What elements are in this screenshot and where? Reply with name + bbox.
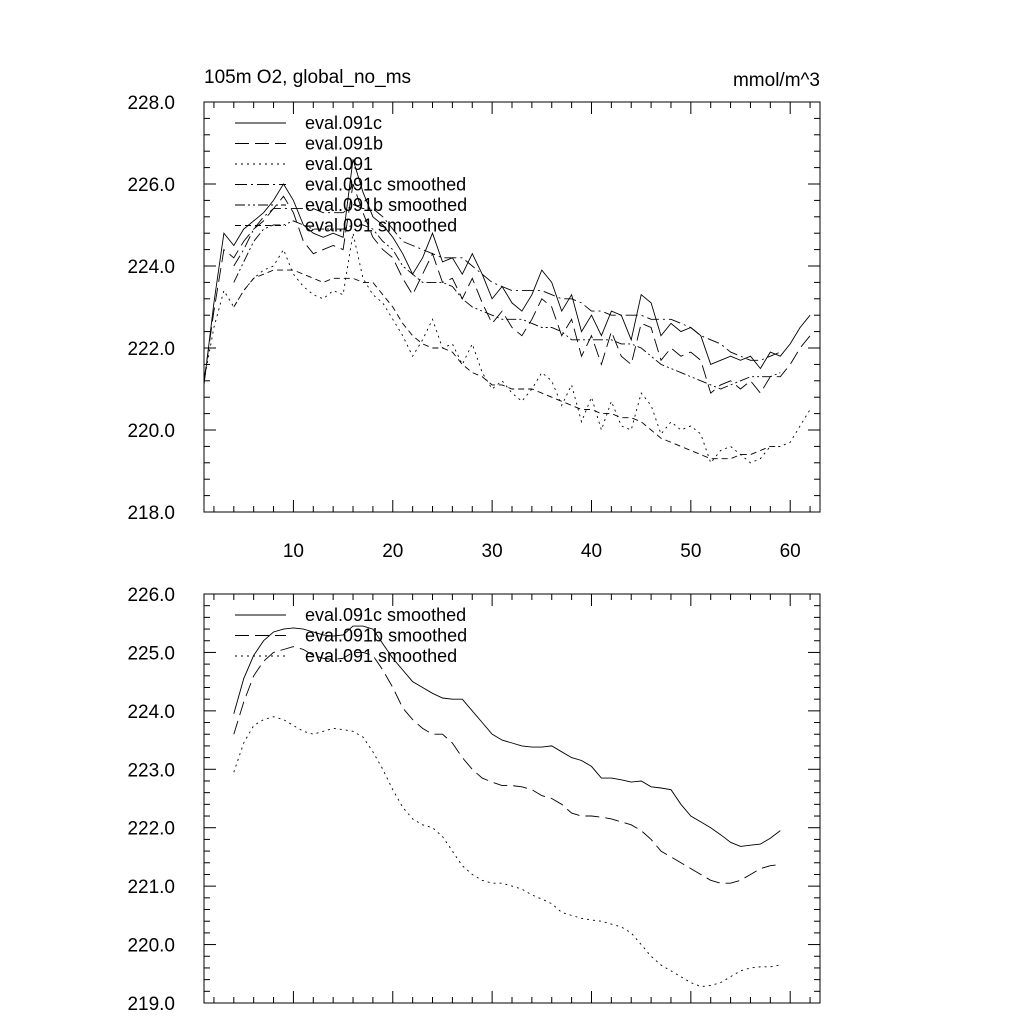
bottom-panel: 219.0 220.0 221.0 222.0 223.0 224.0 225.0 226.0… <box>127 585 821 1015</box>
legend-label: eval.091c <box>305 113 382 133</box>
y-tick-label: 220.0 <box>127 936 175 957</box>
x-tick-label: 60 <box>780 541 801 562</box>
series-line <box>233 646 781 884</box>
y-tick-label: 221.0 <box>127 877 175 898</box>
legend-label: eval.091b smoothed <box>305 626 467 646</box>
legend-label: eval.091b smoothed <box>305 195 467 215</box>
y-tick-label: 225.0 <box>127 643 175 664</box>
legend-label: eval.091 smoothed <box>305 646 457 666</box>
plot-frame <box>203 101 821 513</box>
series-line <box>203 233 811 464</box>
y-tick-label: 220.0 <box>127 421 175 442</box>
y-tick-label: 226.0 <box>127 585 175 606</box>
y-tick-label: 226.0 <box>127 175 175 196</box>
y-tick-label: 223.0 <box>127 760 175 781</box>
y-tick-label: 218.0 <box>127 503 175 524</box>
legend-label: eval.091c smoothed <box>305 175 466 195</box>
series-line <box>233 220 781 390</box>
y-tick-label: 222.0 <box>127 339 175 360</box>
x-tick-label: 30 <box>482 541 503 562</box>
plot-frame <box>203 593 821 1004</box>
y-tick-label: 219.0 <box>127 994 175 1015</box>
legend-label: eval.091 smoothed <box>305 216 457 236</box>
legend-label: eval.091 <box>305 154 373 174</box>
legend-label: eval.091c smoothed <box>305 605 466 625</box>
series-line <box>203 159 811 385</box>
x-tick-label: 10 <box>283 541 304 562</box>
y-tick-label: 224.0 <box>127 257 175 278</box>
x-tick-label: 40 <box>581 541 602 562</box>
y-tick-label: 224.0 <box>127 702 175 723</box>
units-label: mmol/m^3 <box>733 70 820 91</box>
series-line <box>233 269 781 460</box>
series-line <box>233 203 781 361</box>
x-tick-label: 20 <box>382 541 403 562</box>
series-line <box>233 716 781 988</box>
legend-label: eval.091b <box>305 134 383 154</box>
y-tick-label: 228.0 <box>127 93 175 114</box>
y-tick-label: 222.0 <box>127 819 175 840</box>
x-tick-label: 50 <box>680 541 701 562</box>
series-line <box>233 625 781 847</box>
top-panel: 218.0 220.0 222.0 224.0 226.0 228.0 10 20 30 40 50… <box>127 93 821 562</box>
chart-title: 105m O2, global_no_ms <box>204 67 411 88</box>
